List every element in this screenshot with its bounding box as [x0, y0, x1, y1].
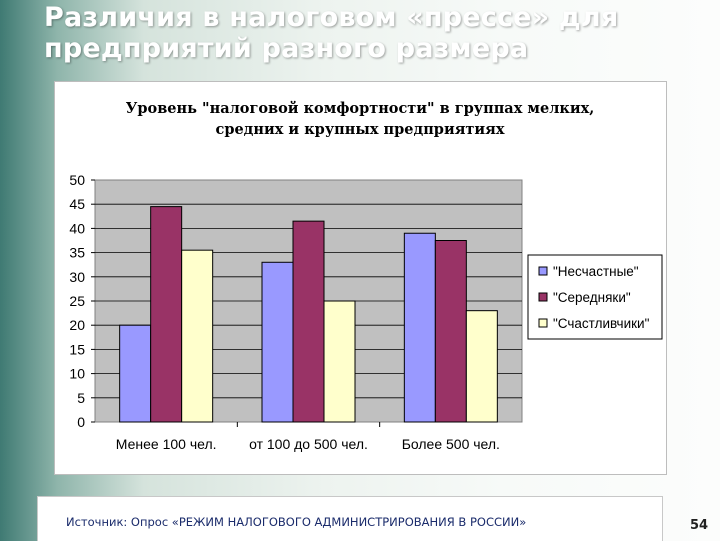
- y-tick-label: 35: [69, 245, 85, 261]
- y-tick-label: 5: [77, 390, 85, 406]
- slide-title-line-2: предприятий разного размера: [44, 33, 529, 64]
- bar: [181, 249, 214, 423]
- legend-swatch: [538, 292, 548, 302]
- x-tick-label: от 100 до 500 чел.: [249, 436, 368, 452]
- x-tick-label: Менее 100 чел.: [116, 436, 217, 452]
- y-tick-label: 40: [69, 220, 85, 236]
- bar: [323, 300, 356, 423]
- bar: [150, 206, 183, 423]
- slide-title: Различия в налоговом «прессе» для предпр…: [44, 2, 714, 64]
- legend: "Несчастные" "Середняки" "Счастливчики": [527, 254, 663, 340]
- y-tick-label: 30: [69, 269, 85, 285]
- chart-title-line-2: средних и крупных предприятиях: [215, 121, 504, 138]
- plot-area: 0 5 10 15 20 25 30 35 40 45 50 Менее 100 чел. от 100…: [69, 172, 523, 452]
- y-tick-label: 25: [69, 293, 85, 309]
- legend-swatch: [538, 266, 548, 276]
- source-box: Источник: Опрос «РЕЖИМ НАЛОГОВОГО АДМИНИ…: [37, 496, 663, 541]
- y-tick-label: 10: [69, 366, 85, 382]
- legend-label: "Середняки": [553, 290, 631, 305]
- legend-label: "Счастливчики": [553, 316, 650, 331]
- bar: [465, 310, 498, 423]
- bar: [292, 220, 325, 423]
- chart-container: Уровень "налоговой комфортности" в групп…: [54, 81, 667, 475]
- bar: [403, 232, 436, 423]
- bar: [434, 240, 467, 423]
- y-tick-label: 45: [69, 196, 85, 212]
- y-tick-label: 15: [69, 341, 85, 357]
- page-number: 54: [690, 518, 709, 533]
- y-tick-label: 0: [77, 414, 85, 430]
- bar-chart: Уровень "налоговой комфортности" в групп…: [69, 100, 663, 452]
- x-tick-label: Более 500 чел.: [402, 436, 500, 452]
- y-tick-label: 20: [69, 317, 85, 333]
- bar: [119, 324, 152, 423]
- slide-title-line-1: Различия в налоговом «прессе» для: [44, 2, 619, 33]
- y-tick-label: 50: [69, 172, 85, 188]
- bar: [261, 261, 294, 423]
- legend-box: [527, 254, 663, 340]
- legend-label: "Несчастные": [553, 264, 639, 279]
- chart-title-line-1: Уровень "налоговой комфортности" в групп…: [126, 100, 595, 117]
- source-text: Источник: Опрос «РЕЖИМ НАЛОГОВОГО АДМИНИ…: [66, 515, 527, 529]
- legend-swatch: [538, 318, 548, 328]
